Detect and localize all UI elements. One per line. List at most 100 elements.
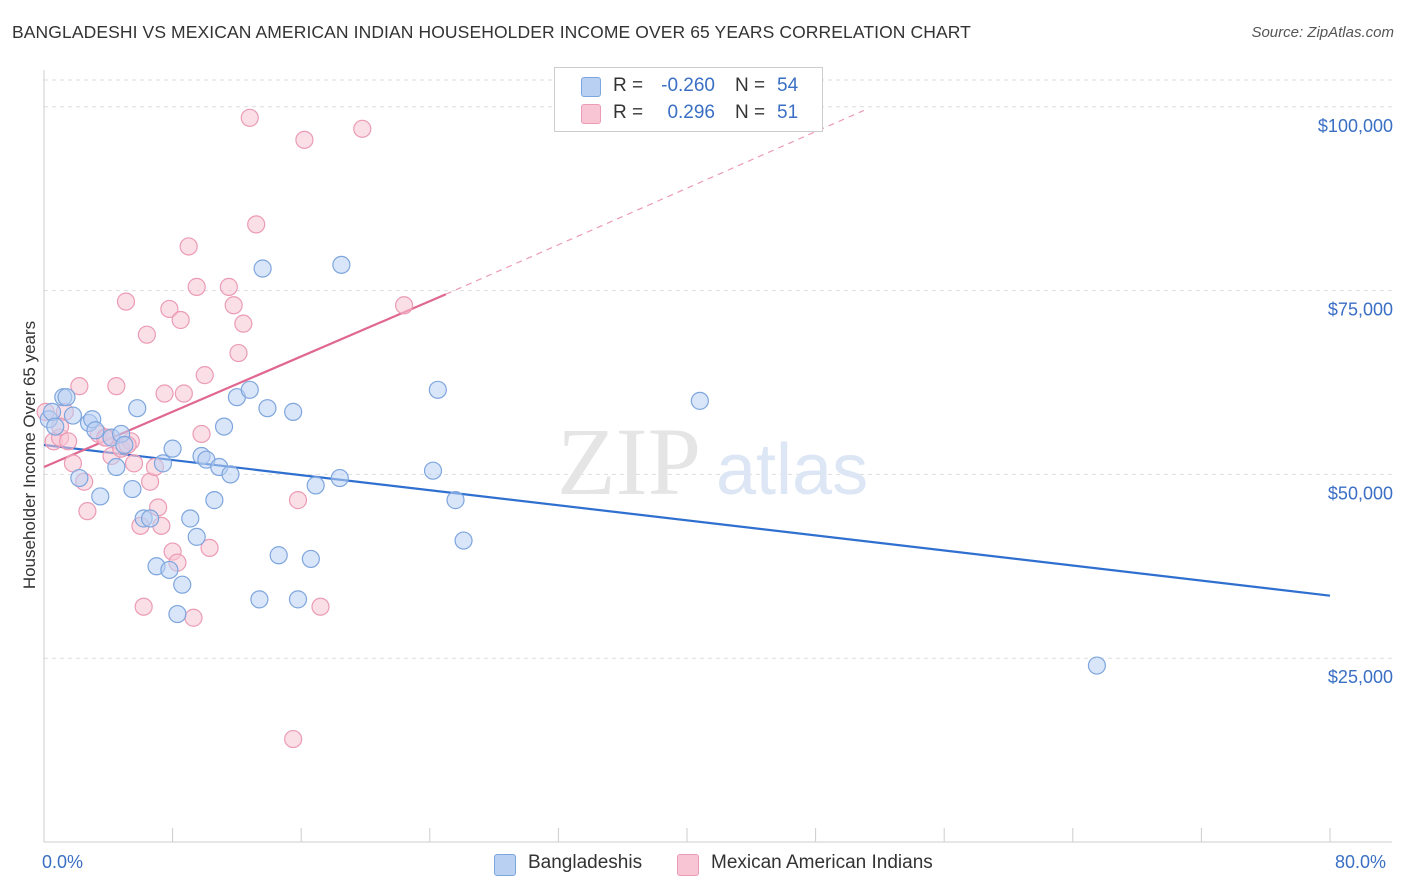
point-bangladeshis [140,509,160,528]
point-bangladeshis [258,399,277,418]
point-bangladeshis [330,468,349,488]
point-bangladeshis [57,388,76,407]
point-bangladeshis [205,491,224,510]
point-mexican-american-indians [174,384,193,403]
point-mexican-american-indians [224,296,243,315]
point-bangladeshis [214,417,234,436]
point-bangladeshis [91,487,110,506]
point-mexican-american-indians [137,325,156,344]
point-mexican-american-indians [187,277,206,296]
legend-swatch-blue [581,77,601,97]
legend-swatch-pink [581,104,601,124]
point-bangladeshis [86,421,105,440]
legend-n-label: N = [735,102,766,123]
point-bangladeshis [163,439,182,458]
legend-swatch-blue [494,854,516,876]
legend-n-value: 54 [777,75,799,96]
point-bangladeshis [63,406,83,425]
correlation-legend: R = -0.260 N = 54 R = 0.296 N = 51 [554,67,823,132]
legend-label-bangladeshis: Bangladeshis [528,852,643,873]
point-mexican-american-indians [240,108,259,127]
watermark-zip: ZIP [557,408,701,515]
point-bangladeshis [690,391,709,410]
point-bangladeshis [428,380,447,399]
point-bangladeshis [181,509,200,528]
watermark-atlas: atlas [716,430,868,510]
point-mexican-american-indians [59,432,78,451]
point-bangladeshis [160,560,179,580]
point-bangladeshis [1087,656,1107,675]
point-bangladeshis [446,491,465,510]
point-mexican-american-indians [195,366,214,385]
point-mexican-american-indians [134,597,153,616]
legend-swatch-pink [677,854,699,876]
point-mexican-american-indians [70,377,89,396]
point-mexican-american-indians [171,310,190,330]
point-mexican-american-indians [155,384,174,403]
legend-n-value: 51 [777,102,799,123]
point-bangladeshis [253,259,272,278]
point-mexican-american-indians [295,130,314,149]
point-bangladeshis [153,454,173,473]
point-mexican-american-indians [284,729,303,749]
point-mexican-american-indians [234,314,253,333]
data-points [36,108,1107,749]
legend-r-label: R = [613,102,644,123]
trend-line-mexican-american-indians-extension [445,109,865,295]
point-mexican-american-indians [160,299,179,319]
point-bangladeshis [70,468,89,488]
legend-r-value: 0.296 [667,102,715,123]
y-tick-label: $75,000 [1328,300,1393,320]
y-tick-label: $50,000 [1328,483,1393,503]
point-mexican-american-indians [192,424,211,444]
point-bangladeshis [250,590,269,609]
point-bangladeshis [269,546,288,565]
point-mexican-american-indians [179,237,198,256]
point-mexican-american-indians [200,538,219,558]
point-mexican-american-indians [184,608,203,627]
point-mexican-american-indians [311,597,330,616]
y-tick-label: $100,000 [1318,116,1393,136]
legend-row-bangladeshis: R = -0.260 N = 54 [555,72,822,100]
point-bangladeshis [284,402,303,421]
point-mexican-american-indians [219,277,238,296]
point-bangladeshis [332,255,351,274]
point-bangladeshis [288,590,308,609]
point-mexican-american-indians [78,502,97,521]
point-bangladeshis [42,402,62,421]
point-bangladeshis [107,457,126,477]
point-bangladeshis [123,479,142,499]
point-bangladeshis [454,531,473,550]
point-bangladeshis [173,575,192,594]
point-mexican-american-indians [107,377,126,396]
point-mexican-american-indians [229,343,248,363]
y-tick-label: $25,000 [1328,667,1393,687]
trend-line-bangladeshis [43,443,1331,597]
legend-r-value: -0.260 [661,75,715,96]
point-bangladeshis [423,461,443,480]
point-mexican-american-indians [288,491,308,510]
y-tick-labels: $25,000 $50,000 $75,000 $100,000 [1318,116,1393,687]
point-bangladeshis [240,380,259,399]
legend-n-label: N = [735,75,766,96]
point-bangladeshis [187,527,206,546]
point-bangladeshis [115,435,134,455]
grid-lines [44,79,1392,659]
point-mexican-american-indians [124,454,144,473]
legend-r-label: R = [613,75,644,96]
point-mexican-american-indians [116,292,136,311]
point-mexican-american-indians [394,296,414,315]
legend-label-mexican-american-indians: Mexican American Indians [711,852,933,873]
point-bangladeshis [221,465,240,484]
point-bangladeshis [306,476,325,495]
legend-row-mexican-american-indians: R = 0.296 N = 51 [555,99,822,127]
chart-title: BANGLADESHI VS MEXICAN AMERICAN INDIAN H… [12,22,971,42]
point-bangladeshis [301,549,320,569]
point-bangladeshis [46,417,65,436]
point-mexican-american-indians [353,119,372,138]
point-mexican-american-indians [247,215,266,234]
axes [43,70,1392,843]
source-label: Source: ZipAtlas.com [1251,24,1394,41]
x-tick-label-max: 80.0% [1335,852,1387,872]
